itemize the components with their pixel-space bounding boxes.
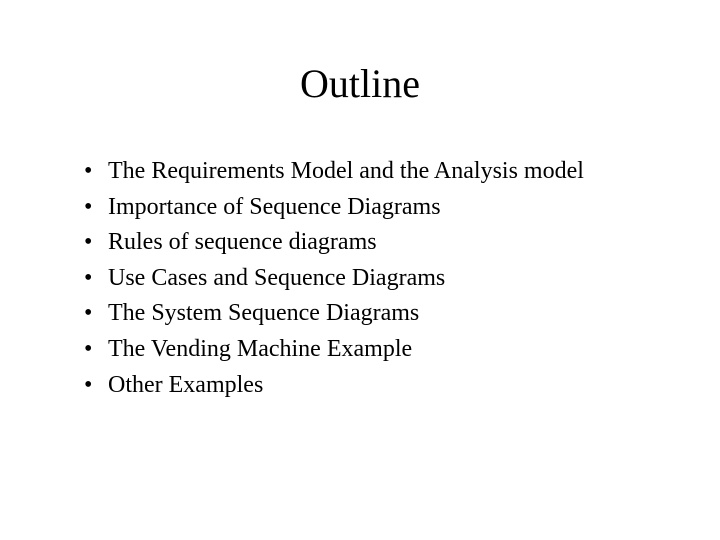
bullet-icon: • [80, 297, 108, 331]
bullet-list: • The Requirements Model and the Analysi… [60, 155, 660, 402]
bullet-icon: • [80, 333, 108, 367]
bullet-text: Use Cases and Sequence Diagrams [108, 262, 660, 296]
list-item: • Use Cases and Sequence Diagrams [80, 262, 660, 296]
slide-title: Outline [60, 60, 660, 107]
bullet-icon: • [80, 155, 108, 189]
bullet-text: The System Sequence Diagrams [108, 297, 660, 331]
bullet-text: Other Examples [108, 369, 660, 403]
list-item: • The Vending Machine Example [80, 333, 660, 367]
bullet-icon: • [80, 191, 108, 225]
bullet-icon: • [80, 226, 108, 260]
bullet-icon: • [80, 369, 108, 403]
bullet-text: The Vending Machine Example [108, 333, 660, 367]
bullet-text: Importance of Sequence Diagrams [108, 191, 660, 225]
bullet-text: The Requirements Model and the Analysis … [108, 155, 660, 189]
bullet-icon: • [80, 262, 108, 296]
list-item: • Other Examples [80, 369, 660, 403]
list-item: • The System Sequence Diagrams [80, 297, 660, 331]
bullet-text: Rules of sequence diagrams [108, 226, 660, 260]
list-item: • Importance of Sequence Diagrams [80, 191, 660, 225]
list-item: • The Requirements Model and the Analysi… [80, 155, 660, 189]
list-item: • Rules of sequence diagrams [80, 226, 660, 260]
